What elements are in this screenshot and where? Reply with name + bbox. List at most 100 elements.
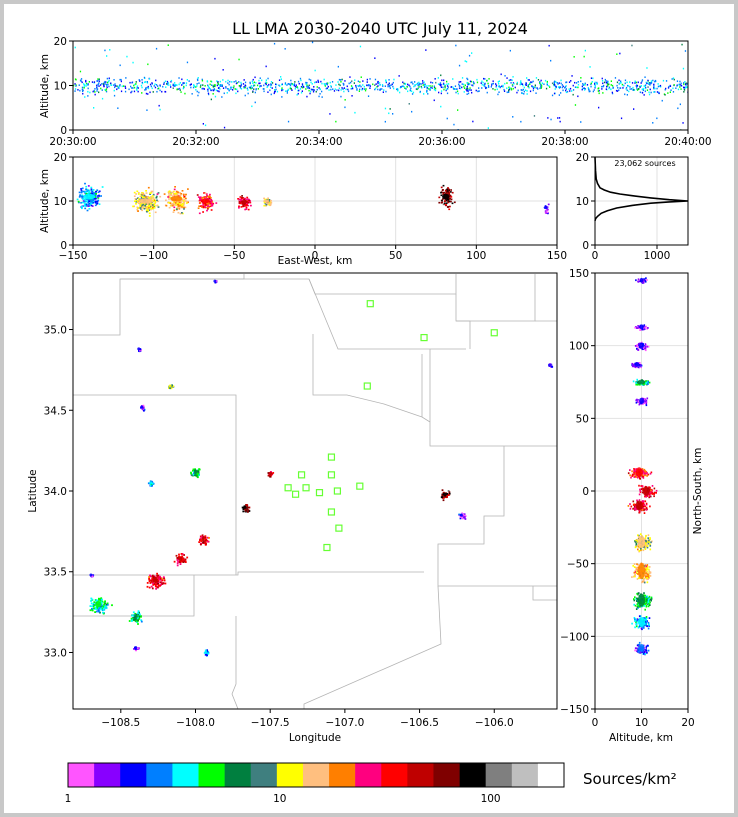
source-cell bbox=[650, 598, 653, 600]
source-point bbox=[484, 83, 486, 85]
source-point bbox=[196, 90, 198, 93]
source-point bbox=[607, 81, 609, 83]
source-point bbox=[658, 85, 660, 88]
source-cell bbox=[183, 208, 185, 210]
source-point bbox=[387, 85, 389, 88]
source-point bbox=[598, 106, 600, 109]
source-cell bbox=[93, 601, 96, 604]
source-point bbox=[481, 80, 483, 83]
source-cell bbox=[88, 203, 91, 205]
source-cell bbox=[176, 562, 179, 565]
source-point bbox=[656, 87, 658, 90]
source-point bbox=[601, 85, 603, 88]
source-cell bbox=[638, 577, 640, 579]
source-point bbox=[472, 84, 474, 87]
source-cell bbox=[173, 560, 176, 563]
source-cell bbox=[147, 482, 150, 485]
source-point bbox=[297, 87, 299, 89]
county-line bbox=[437, 446, 557, 587]
y-tick-label: 10 bbox=[576, 196, 589, 208]
source-cell bbox=[639, 402, 641, 405]
source-point bbox=[275, 88, 277, 91]
source-cell bbox=[137, 612, 139, 615]
source-point bbox=[525, 82, 527, 85]
source-cell bbox=[637, 573, 639, 575]
source-point bbox=[137, 87, 139, 89]
source-point bbox=[520, 80, 522, 82]
source-cell bbox=[632, 363, 635, 366]
source-point bbox=[251, 105, 253, 108]
source-point bbox=[572, 84, 574, 87]
source-cell bbox=[645, 570, 647, 573]
source-point bbox=[347, 90, 350, 93]
source-cell bbox=[87, 198, 90, 201]
source-cell bbox=[464, 518, 467, 520]
source-point bbox=[484, 85, 486, 88]
source-point bbox=[620, 117, 623, 120]
source-cell bbox=[94, 197, 96, 200]
source-point bbox=[640, 85, 642, 87]
ns-height-xlabel: Altitude, km bbox=[609, 732, 673, 744]
source-cell bbox=[148, 196, 150, 199]
source-cell bbox=[643, 592, 645, 594]
source-cell bbox=[195, 473, 198, 475]
source-point bbox=[324, 84, 326, 86]
source-cell bbox=[638, 550, 641, 552]
source-point bbox=[259, 85, 261, 87]
source-point bbox=[110, 82, 112, 85]
source-cell bbox=[630, 505, 633, 508]
source-point bbox=[678, 83, 680, 86]
colorbar-swatch bbox=[329, 763, 356, 787]
source-cell bbox=[198, 212, 201, 215]
source-point bbox=[163, 83, 165, 85]
source-cell bbox=[182, 558, 185, 561]
source-cell bbox=[149, 574, 151, 577]
source-cell bbox=[638, 342, 640, 345]
source-point bbox=[416, 83, 418, 86]
source-point bbox=[97, 78, 99, 80]
source-point bbox=[589, 90, 591, 93]
source-cell bbox=[175, 204, 178, 206]
source-point bbox=[356, 89, 358, 91]
source-point bbox=[403, 82, 405, 85]
source-point bbox=[120, 80, 122, 83]
source-point bbox=[433, 85, 435, 88]
source-cell bbox=[644, 327, 646, 329]
y-tick-label: 10 bbox=[54, 196, 67, 208]
source-point bbox=[407, 90, 409, 93]
source-cell bbox=[144, 205, 146, 207]
source-point bbox=[616, 84, 618, 87]
source-cell bbox=[645, 277, 647, 280]
county-line bbox=[308, 274, 457, 295]
source-cell bbox=[173, 209, 176, 212]
source-point bbox=[247, 89, 249, 91]
source-point bbox=[568, 81, 571, 83]
source-core bbox=[200, 198, 211, 204]
source-point bbox=[550, 118, 552, 121]
station-marker bbox=[363, 382, 371, 390]
source-point bbox=[643, 85, 645, 87]
source-point bbox=[270, 86, 272, 88]
source-cell bbox=[149, 581, 152, 584]
source-cell bbox=[211, 202, 214, 205]
source-cell bbox=[179, 561, 181, 564]
source-cell bbox=[641, 473, 644, 476]
source-point bbox=[566, 81, 568, 83]
source-point bbox=[627, 84, 629, 87]
source-cell bbox=[197, 476, 199, 479]
source-point bbox=[188, 80, 190, 82]
source-point bbox=[367, 95, 370, 97]
source-point bbox=[440, 90, 443, 92]
source-cell bbox=[635, 279, 637, 282]
source-point bbox=[527, 79, 529, 81]
source-point bbox=[626, 81, 628, 84]
source-point bbox=[417, 84, 419, 87]
source-point bbox=[577, 86, 579, 89]
source-core bbox=[548, 363, 552, 367]
source-point bbox=[497, 85, 500, 88]
source-point bbox=[408, 84, 410, 87]
source-cell bbox=[149, 480, 152, 483]
y-tick-label: 33.0 bbox=[44, 647, 67, 659]
source-point bbox=[447, 88, 449, 90]
source-cell bbox=[641, 485, 644, 488]
